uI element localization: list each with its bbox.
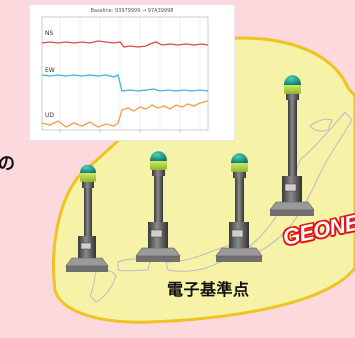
- partial-text-glyph: の: [0, 154, 15, 174]
- chart-plot: [41, 16, 209, 133]
- station-label: 電子基準点: [167, 280, 250, 299]
- series-label-ew: EW: [45, 67, 55, 74]
- series-label-ns: NS: [45, 30, 54, 37]
- ns-series-line: [41, 40, 209, 48]
- antenna-2: [135, 151, 181, 262]
- antenna-1: [65, 164, 109, 272]
- ud-series-line: [41, 100, 209, 128]
- timeseries-chart: Baseline: 93979999 → 97A39998 NS EW UD: [30, 5, 234, 140]
- antenna-3: [215, 153, 263, 262]
- yellow-region: [52, 36, 355, 324]
- ew-series-line: [41, 74, 209, 92]
- antenna-4: [269, 75, 315, 216]
- chart-title: Baseline: 93979999 → 97A39998: [90, 8, 174, 14]
- series-label-ud: UD: [45, 112, 55, 119]
